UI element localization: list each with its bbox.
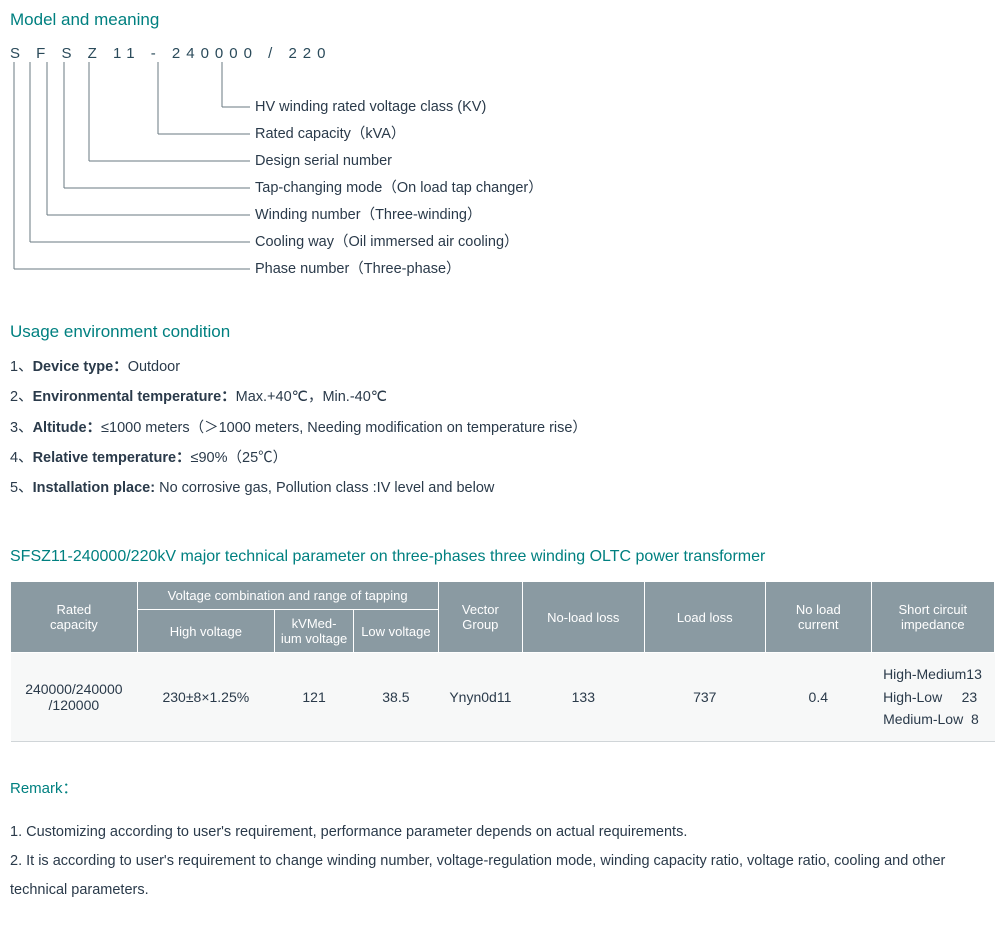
remark-title: Remark： — [10, 777, 1000, 798]
model-title: Model and meaning — [10, 10, 1000, 30]
explanation-list: HV winding rated voltage class (KV) Rate… — [255, 94, 543, 283]
usage-item-5: 5、Installation place: No corrosive gas, … — [10, 478, 1000, 498]
table-row: 240000/240000 /120000 230±8×1.25% 121 38… — [11, 653, 995, 741]
table-title: SFSZ11-240000/220kV major technical para… — [10, 548, 1000, 566]
explain-7: Phase number（Three-phase） — [255, 256, 543, 283]
usage-item-4: 4、Relative temperature：≤90%（25℃） — [10, 448, 1000, 468]
td-medium-voltage: 121 — [274, 653, 353, 741]
th-no-load-loss: No-load loss — [523, 582, 644, 653]
th-high-voltage: High voltage — [137, 610, 274, 653]
th-rated-capacity: Rated capacity — [11, 582, 138, 653]
td-no-load-current: 0.4 — [765, 653, 871, 741]
explain-5: Winding number（Three-winding） — [255, 202, 543, 229]
model-section: Model and meaning S F S Z 11 - 240000 / … — [10, 10, 1000, 282]
explain-1: HV winding rated voltage class (KV) — [255, 94, 543, 121]
usage-item-2: 2、Environmental temperature：Max.+40℃，Min… — [10, 387, 1000, 407]
usage-item-1: 1、Device type：Outdoor — [10, 357, 1000, 377]
remark-text: 1. Customizing according to user's requi… — [10, 818, 1000, 905]
explain-3: Design serial number — [255, 148, 543, 175]
th-no-load-current: No load current — [765, 582, 871, 653]
bracket-diagram — [10, 62, 260, 282]
th-medium-voltage: kVMed- ium voltage — [274, 610, 353, 653]
model-diagram: HV winding rated voltage class (KV) Rate… — [10, 62, 1000, 282]
td-high-voltage: 230±8×1.25% — [137, 653, 274, 741]
usage-item-3: 3、Altitude：≤1000 meters（＞1000 meters, Ne… — [10, 418, 1000, 438]
table-section: SFSZ11-240000/220kV major technical para… — [10, 548, 1000, 741]
td-load-loss: 737 — [644, 653, 765, 741]
usage-list: 1、Device type：Outdoor 2、Environmental te… — [10, 357, 1000, 498]
td-vector-group: Ynyn0d11 — [438, 653, 522, 741]
th-short-circuit: Short circuit impedance — [871, 582, 994, 653]
remark-section: Remark： 1. Customizing according to user… — [10, 777, 1000, 905]
th-low-voltage: Low voltage — [354, 610, 438, 653]
td-no-load-loss: 133 — [523, 653, 644, 741]
td-rated-capacity: 240000/240000 /120000 — [11, 653, 138, 741]
remark-line-1: 1. Customizing according to user's requi… — [10, 818, 1000, 847]
th-load-loss: Load loss — [644, 582, 765, 653]
explain-4: Tap-changing mode（On load tap changer） — [255, 175, 543, 202]
model-code: S F S Z 11 - 240000 / 220 — [10, 45, 1000, 62]
parameter-table: Rated capacity Voltage combination and r… — [10, 581, 995, 741]
remark-line-2: 2. It is according to user's requirement… — [10, 847, 1000, 905]
usage-title: Usage environment condition — [10, 322, 1000, 342]
th-vector-group: Vector Group — [438, 582, 522, 653]
td-low-voltage: 38.5 — [354, 653, 438, 741]
th-voltage-group: Voltage combination and range of tapping — [137, 582, 438, 610]
explain-2: Rated capacity（kVA） — [255, 121, 543, 148]
explain-6: Cooling way（Oil immersed air cooling） — [255, 229, 543, 256]
usage-section: Usage environment condition 1、Device typ… — [10, 322, 1000, 498]
td-short-circuit: High-Medium13 High-Low 23 Medium-Low 8 — [871, 653, 994, 741]
